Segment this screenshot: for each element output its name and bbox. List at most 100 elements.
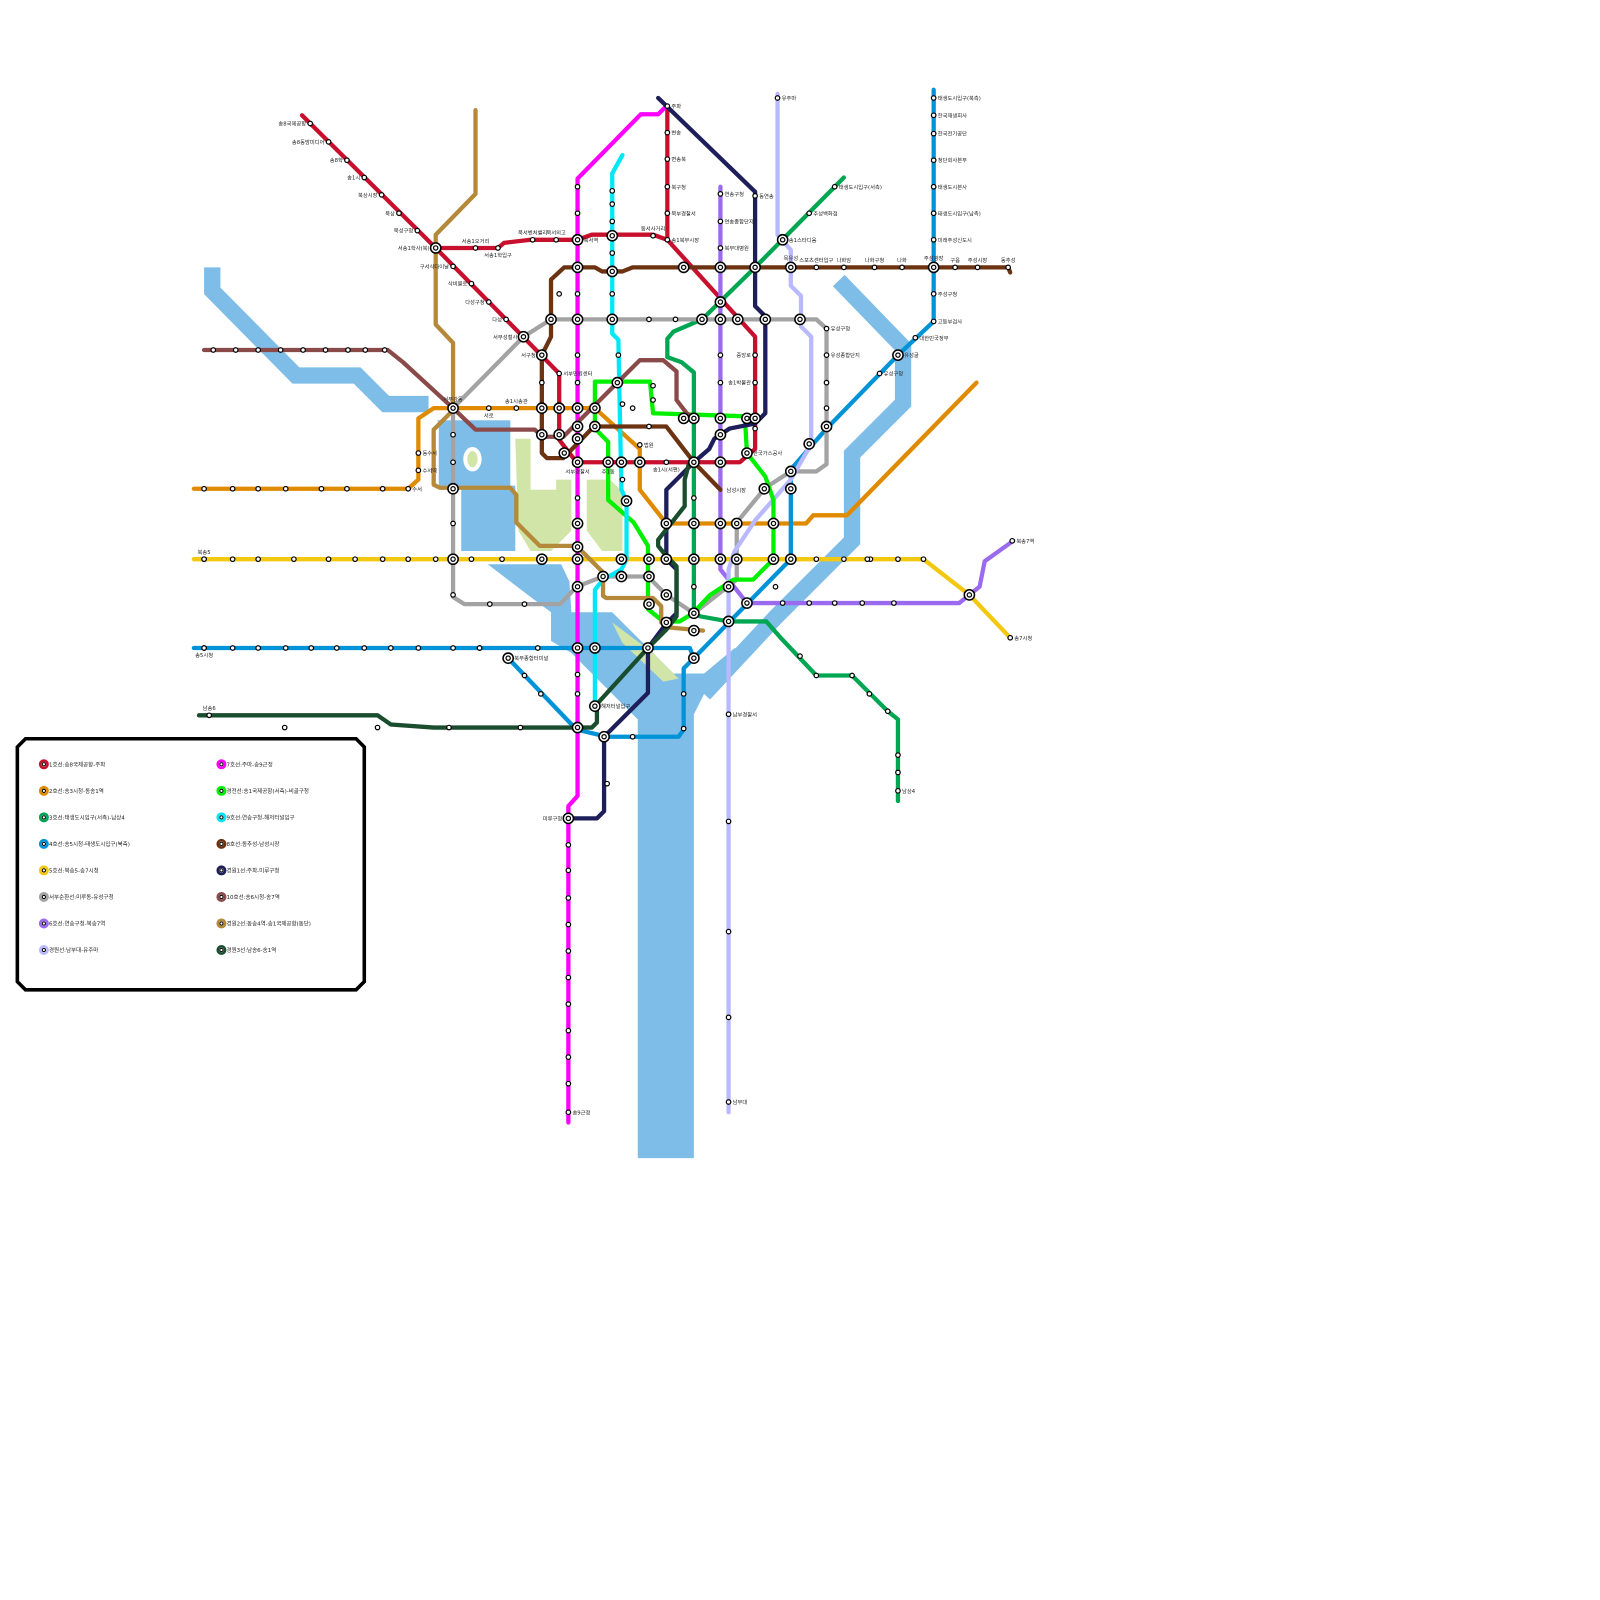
- station-marker[interactable]: [717, 379, 724, 386]
- station-marker[interactable]: [895, 752, 901, 758]
- station-marker[interactable]: [574, 671, 581, 678]
- station-marker[interactable]: [565, 948, 572, 954]
- station-marker[interactable]: [717, 218, 724, 225]
- station-marker[interactable]: [229, 556, 236, 563]
- station-marker[interactable]: [752, 425, 758, 432]
- station-marker[interactable]: [450, 645, 456, 651]
- station-marker[interactable]: [379, 556, 386, 563]
- station-marker[interactable]: [717, 191, 724, 197]
- station-marker[interactable]: [717, 352, 724, 358]
- station-marker[interactable]: [308, 645, 315, 651]
- station-marker[interactable]: [537, 691, 544, 697]
- station-marker[interactable]: [895, 556, 901, 563]
- station-marker[interactable]: [609, 187, 616, 194]
- station-marker[interactable]: [691, 495, 697, 501]
- station-marker[interactable]: [565, 1001, 572, 1007]
- station-marker[interactable]: [282, 645, 289, 651]
- station-marker[interactable]: [468, 556, 475, 563]
- station-marker[interactable]: [486, 601, 493, 607]
- station-marker[interactable]: [725, 1099, 732, 1105]
- station-marker[interactable]: [450, 431, 456, 438]
- station-marker[interactable]: [468, 280, 475, 287]
- station-marker[interactable]: [774, 95, 781, 101]
- station-marker[interactable]: [629, 405, 636, 412]
- station-marker[interactable]: [574, 210, 581, 217]
- station-marker[interactable]: [538, 379, 545, 386]
- station-marker[interactable]: [609, 201, 616, 207]
- station-marker[interactable]: [446, 724, 452, 731]
- station-marker[interactable]: [344, 157, 350, 164]
- station-marker[interactable]: [930, 183, 937, 190]
- station-marker[interactable]: [574, 691, 581, 697]
- station-marker[interactable]: [374, 724, 381, 731]
- station-marker[interactable]: [476, 645, 483, 651]
- station-marker[interactable]: [680, 725, 687, 732]
- station-marker[interactable]: [663, 459, 670, 466]
- station-marker[interactable]: [717, 245, 724, 251]
- station-marker[interactable]: [725, 1014, 732, 1021]
- station-marker[interactable]: [405, 485, 412, 492]
- station-marker[interactable]: [277, 347, 284, 353]
- station-marker[interactable]: [307, 120, 314, 127]
- station-marker[interactable]: [325, 556, 332, 563]
- station-marker[interactable]: [450, 263, 456, 270]
- station-marker[interactable]: [797, 653, 803, 659]
- station-marker[interactable]: [556, 370, 563, 377]
- station-marker[interactable]: [344, 485, 350, 492]
- station-marker[interactable]: [529, 236, 536, 243]
- station-marker[interactable]: [201, 485, 207, 492]
- station-marker[interactable]: [574, 291, 581, 297]
- station-marker[interactable]: [381, 347, 388, 353]
- station-marker[interactable]: [574, 495, 581, 501]
- station-marker[interactable]: [495, 245, 501, 251]
- station-marker[interactable]: [930, 157, 937, 164]
- station-marker[interactable]: [871, 264, 878, 271]
- station-marker[interactable]: [813, 264, 820, 271]
- station-marker[interactable]: [472, 245, 479, 251]
- station-marker[interactable]: [361, 645, 368, 651]
- station-marker[interactable]: [450, 520, 456, 527]
- station-marker[interactable]: [565, 1027, 572, 1034]
- station-marker[interactable]: [650, 397, 656, 403]
- station-marker[interactable]: [333, 645, 340, 651]
- station-marker[interactable]: [752, 352, 758, 358]
- station-marker[interactable]: [866, 691, 873, 697]
- station-marker[interactable]: [282, 485, 289, 492]
- station-marker[interactable]: [503, 316, 509, 323]
- station-marker[interactable]: [361, 174, 368, 181]
- station-marker[interactable]: [664, 210, 671, 217]
- station-marker[interactable]: [609, 250, 616, 256]
- station-marker[interactable]: [646, 423, 652, 430]
- station-marker[interactable]: [396, 210, 402, 217]
- station-marker[interactable]: [691, 583, 697, 590]
- station-marker[interactable]: [414, 227, 421, 234]
- station-marker[interactable]: [574, 352, 581, 358]
- station-marker[interactable]: [650, 232, 656, 239]
- station-marker[interactable]: [1007, 634, 1014, 641]
- station-marker[interactable]: [930, 236, 937, 243]
- station-marker[interactable]: [891, 600, 897, 606]
- station-marker[interactable]: [859, 600, 866, 606]
- station-marker[interactable]: [553, 236, 559, 243]
- station-marker[interactable]: [565, 867, 572, 874]
- station-marker[interactable]: [609, 291, 616, 297]
- station-marker[interactable]: [636, 442, 643, 448]
- station-marker[interactable]: [664, 103, 671, 109]
- station-marker[interactable]: [779, 600, 786, 606]
- station-marker[interactable]: [229, 645, 236, 651]
- station-marker[interactable]: [210, 347, 217, 353]
- station-marker[interactable]: [930, 112, 937, 119]
- station-marker[interactable]: [565, 974, 572, 981]
- station-marker[interactable]: [345, 347, 351, 353]
- station-marker[interactable]: [206, 712, 213, 719]
- station-marker[interactable]: [930, 95, 937, 101]
- station-marker[interactable]: [619, 401, 626, 407]
- station-marker[interactable]: [565, 895, 572, 901]
- station-marker[interactable]: [664, 236, 671, 243]
- station-marker[interactable]: [362, 347, 369, 353]
- station-marker[interactable]: [291, 556, 297, 563]
- station-marker[interactable]: [823, 405, 830, 412]
- station-marker[interactable]: [823, 379, 830, 386]
- station-marker[interactable]: [352, 556, 358, 563]
- station-marker[interactable]: [300, 347, 306, 353]
